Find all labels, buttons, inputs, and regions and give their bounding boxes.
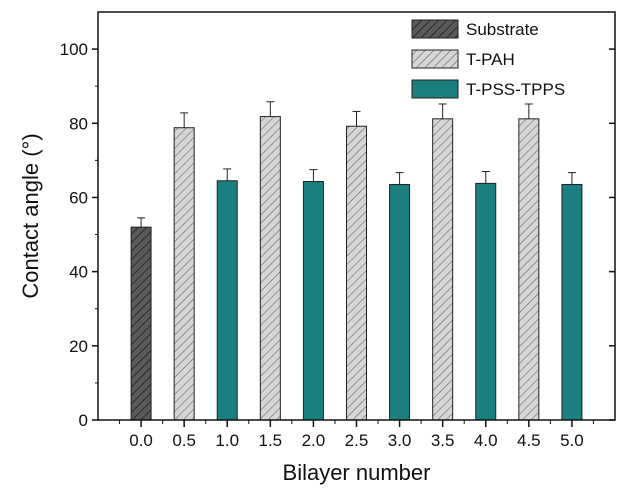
- bar-4.0: [475, 182, 497, 421]
- y-tick-label: 100: [60, 40, 88, 59]
- error-bar-2.5: [352, 110, 361, 127]
- x-tick-label: 0.5: [172, 431, 196, 450]
- x-tick-label: 2.0: [302, 431, 326, 450]
- legend: Substrate T-PAH T-PSS-TPPS: [411, 19, 565, 99]
- axes: 0 20 40 60 80 100 0.0 0.5 1.0 1.5 2.0 2.5 3.0 3.5 4.0 4…: [60, 11, 616, 450]
- error-bar-3.5: [438, 103, 447, 119]
- error-bar-0.5: [180, 112, 189, 128]
- error-bar-1.0: [223, 168, 232, 181]
- x-tick-label: 5.0: [560, 431, 584, 450]
- x-axis-title: Bilayer number: [283, 460, 431, 485]
- error-bar-5.0: [567, 172, 576, 185]
- bar-2.0: [302, 181, 324, 421]
- plot-area: [130, 101, 583, 421]
- legend-label: T-PAH: [466, 50, 515, 69]
- x-tick-label: 1.5: [259, 431, 283, 450]
- bar-3.0: [389, 183, 411, 421]
- legend-item: Substrate: [411, 19, 539, 39]
- bar-3.5: [432, 118, 454, 421]
- legend-label: Substrate: [466, 20, 539, 39]
- bar-1.0: [216, 180, 238, 421]
- bar-2.5: [346, 125, 367, 421]
- bar-5.0: [561, 183, 583, 421]
- x-tick-label: 2.5: [345, 431, 369, 450]
- bar-1.5: [259, 116, 281, 421]
- bar-0.0: [130, 226, 152, 421]
- legend-item: T-PAH: [411, 49, 515, 69]
- y-tick-label: 60: [69, 188, 88, 207]
- y-tick-label: 40: [69, 263, 88, 282]
- x-tick-label: 0.0: [129, 431, 153, 450]
- legend-label: T-PSS-TPPS: [466, 80, 565, 99]
- bar-4.5: [518, 118, 540, 421]
- y-tick-label: 80: [69, 114, 88, 133]
- error-bar-2.0: [309, 169, 318, 182]
- error-bar-1.5: [266, 101, 275, 117]
- y-tick-label: 20: [69, 337, 88, 356]
- x-tick-label: 4.5: [517, 431, 541, 450]
- legend-swatch: [411, 79, 459, 99]
- y-axis-title: Contact angle (°): [18, 133, 43, 298]
- x-tick-label: 1.0: [215, 431, 239, 450]
- legend-item: T-PSS-TPPS: [411, 79, 565, 99]
- error-bar-0.0: [137, 217, 146, 228]
- legend-swatch: [411, 49, 459, 69]
- error-bar-4.5: [524, 103, 533, 119]
- x-tick-label: 3.5: [431, 431, 455, 450]
- x-tick-label: 3.0: [388, 431, 412, 450]
- error-bar-3.0: [395, 172, 404, 185]
- error-bar-4.0: [481, 170, 490, 184]
- x-tick-label: 4.0: [474, 431, 498, 450]
- bar-0.5: [173, 127, 195, 421]
- legend-swatch: [411, 19, 459, 39]
- y-tick-label: 0: [79, 411, 88, 430]
